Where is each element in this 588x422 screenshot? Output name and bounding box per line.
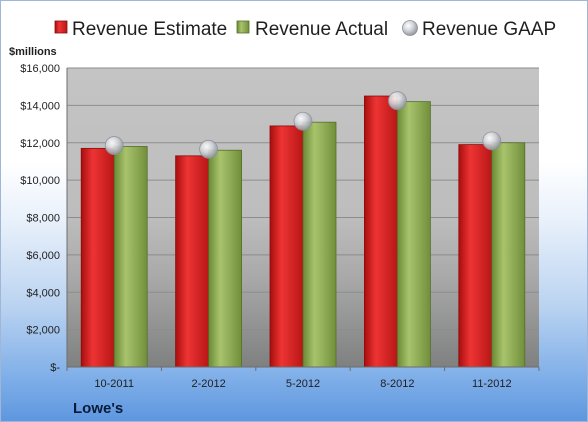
x-axis-ticks: 10-2011 2-2012 5-2012 8-2012 11-2012 [66,367,540,390]
x-tick-label: 5-2012 [286,378,320,390]
marker-gaap [104,136,124,155]
bar-actual [396,101,431,368]
bar-estimate [269,125,304,368]
y-tick-label: $2,000 [26,325,60,337]
y-tick-label: $10,000 [20,175,60,187]
y-tick-label: $4,000 [26,287,60,299]
marker-gaap [482,131,502,151]
marker-gaap [199,139,219,159]
legend-item-actual: Revenue Actual [236,19,388,40]
x-tick-label: 11-2012 [472,378,512,390]
y-tick-label: $12,000 [20,138,60,150]
legend-item-estimate: Revenue Estimate [54,19,227,40]
legend-label-actual: Revenue Actual [255,19,388,40]
bar-estimate [458,144,493,368]
y-axis-unit-label: $millions [9,46,57,58]
y-tick-label: $8,000 [26,213,60,225]
marker-gaap [387,91,407,111]
y-axis-ticks: $- $2,000 $4,000 $6,000 $8,000 $10,000 $12,000… [20,63,60,374]
legend-label-gaap: Revenue GAAP [422,19,556,40]
y-tick-label: $16,000 [20,63,60,75]
legend-item-gaap: Revenue GAAP [402,19,556,40]
legend-swatch-actual [236,20,250,34]
bars [80,95,526,368]
bar-actual [208,149,243,368]
legend: Revenue Estimate Revenue Actual Revenue … [54,19,556,40]
legend-swatch-estimate [54,20,68,34]
y-tick-label: $6,000 [26,250,60,262]
x-tick-label: 10-2011 [94,378,134,390]
y-tick-label: $- [50,362,60,374]
y-tick-label: $14,000 [20,100,60,112]
bar-estimate [80,147,115,368]
marker-gaap [293,111,313,131]
gaap-markers [104,91,502,159]
bar-actual [113,146,148,368]
x-tick-label: 2-2012 [191,378,225,390]
bar-estimate [363,95,398,368]
legend-label-estimate: Revenue Estimate [72,19,227,40]
company-name: Lowe's [73,400,123,417]
bar-actual [491,142,526,368]
bar-actual [302,121,337,368]
bar-estimate [175,155,210,368]
x-tick-label: 8-2012 [380,378,414,390]
legend-swatch-gaap [402,20,418,36]
